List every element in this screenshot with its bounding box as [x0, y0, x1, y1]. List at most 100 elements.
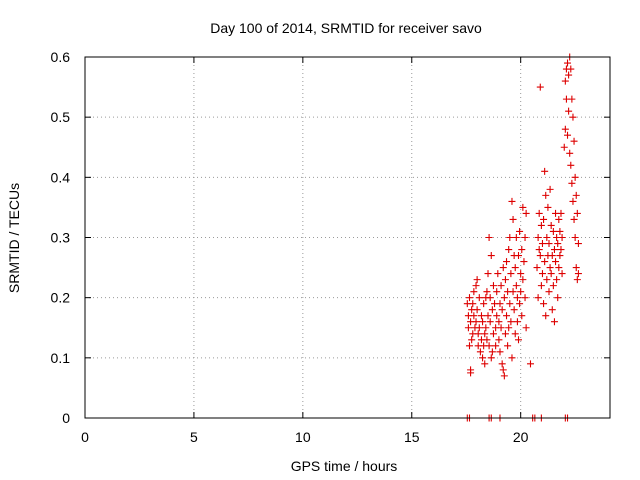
data-point: [543, 234, 551, 241]
x-tick-label: 10: [295, 429, 311, 445]
data-point: [564, 59, 572, 67]
data-point: [505, 246, 513, 254]
data-point: [487, 354, 495, 362]
x-axis-ticks: 0 5 10 15 20: [81, 57, 529, 445]
data-point: [465, 342, 473, 350]
data-point: [513, 318, 521, 326]
x-axis-label: GPS time / hours: [291, 458, 398, 474]
data-point: [474, 330, 482, 338]
data-point: [518, 312, 526, 320]
data-point: [470, 288, 478, 296]
data-point: [535, 209, 543, 217]
data-point: [549, 227, 557, 235]
data-point: [519, 276, 527, 284]
data-point: [489, 330, 497, 338]
data-point: [501, 276, 509, 284]
data-point: [546, 185, 554, 193]
data-point: [535, 246, 543, 254]
data-point: [492, 342, 500, 350]
data-point: [465, 294, 473, 302]
data-point: [484, 270, 492, 278]
data-point: [516, 300, 524, 308]
data-point: [520, 258, 528, 266]
data-point: [504, 342, 512, 350]
data-point: [497, 324, 505, 332]
data-point: [464, 324, 472, 332]
data-point: [484, 312, 492, 320]
data-point: [516, 227, 524, 235]
data-point: [558, 270, 566, 278]
y-tick-label: 0.5: [51, 109, 71, 125]
data-point: [506, 234, 514, 241]
data-point: [497, 282, 505, 290]
data-point: [564, 131, 572, 139]
data-point: [554, 294, 562, 302]
data-point: [536, 83, 544, 91]
data-point: [574, 270, 582, 278]
data-point: [545, 240, 553, 248]
data-point: [468, 336, 476, 344]
data-point: [569, 113, 577, 121]
data-point: [541, 258, 549, 266]
data-point: [561, 77, 569, 85]
data-point: [470, 312, 478, 320]
x-tick-label: 20: [513, 429, 529, 445]
data-point: [558, 234, 566, 241]
data-point: [548, 252, 556, 260]
data-point: [510, 306, 518, 314]
data-point: [556, 227, 564, 235]
y-tick-label: 0: [62, 410, 70, 426]
data-point: [567, 65, 575, 73]
y-tick-label: 0.1: [51, 350, 71, 366]
x-tick-label: 5: [190, 429, 198, 445]
data-point: [549, 282, 557, 290]
data-point: [521, 294, 529, 302]
y-axis-label: SRMTID / TECUs: [6, 183, 22, 293]
data-point: [526, 360, 534, 368]
y-tick-label: 0.2: [51, 290, 71, 306]
data-point: [540, 300, 548, 308]
data-point: [545, 288, 553, 296]
data-point: [561, 125, 569, 133]
data-point: [512, 234, 520, 241]
y-tick-label: 0.3: [51, 230, 71, 246]
data-point: [557, 209, 565, 217]
data-point: [522, 209, 530, 217]
data-point: [495, 318, 503, 326]
data-point: [496, 348, 504, 356]
data-point: [572, 191, 580, 199]
data-point: [494, 270, 502, 278]
data-point: [519, 203, 527, 211]
data-point: [498, 306, 506, 314]
data-point: [467, 369, 475, 377]
data-point: [548, 306, 556, 314]
data-point: [473, 306, 481, 314]
data-point: [499, 366, 507, 374]
data-point: [534, 294, 542, 302]
data-point: [568, 95, 576, 103]
data-point: [472, 282, 480, 290]
data-point: [512, 282, 520, 290]
data-point: [574, 240, 582, 248]
data-point: [557, 246, 565, 254]
data-point: [508, 354, 516, 362]
data-point: [506, 300, 514, 308]
data-point: [499, 264, 507, 272]
data-point: [570, 137, 578, 145]
data-point: [533, 264, 541, 272]
data-point: [542, 191, 550, 199]
data-point: [540, 215, 548, 223]
data-point: [538, 240, 546, 248]
data-point: [483, 288, 491, 296]
data-point: [486, 294, 494, 302]
data-point: [489, 282, 497, 290]
data-point: [477, 312, 485, 320]
data-point: [572, 264, 580, 272]
data-point: [541, 167, 549, 175]
data-point: [568, 179, 576, 187]
data-point: [469, 300, 477, 308]
data-point: [503, 312, 511, 320]
data-point: [503, 258, 511, 266]
data-point: [547, 221, 555, 229]
data-point: [543, 276, 551, 284]
